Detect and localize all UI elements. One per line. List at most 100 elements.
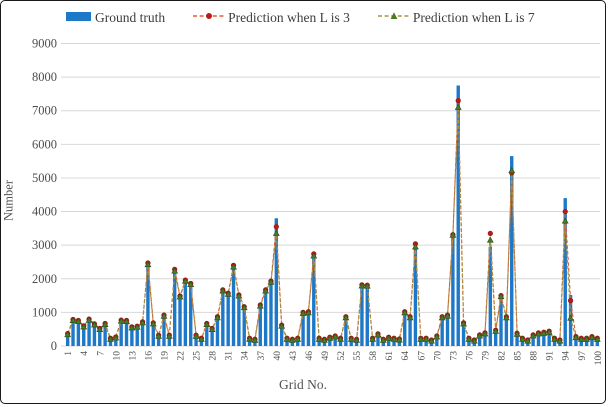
bar [338, 340, 343, 346]
bar [172, 272, 177, 346]
pred-l7-marker [176, 293, 184, 300]
pred-l7-marker [577, 335, 585, 342]
x-tick-label: 19 [160, 351, 170, 361]
bar [392, 340, 396, 346]
bar [333, 338, 337, 346]
bar [424, 340, 428, 346]
bar [493, 332, 498, 346]
pred-l7-marker [107, 335, 114, 342]
pred-l7-marker [149, 320, 157, 327]
bar [98, 330, 102, 346]
bar [408, 319, 412, 346]
pred-l7-marker [567, 314, 574, 321]
bar [558, 342, 562, 346]
bar [301, 314, 305, 346]
pred-l7-marker [251, 336, 259, 343]
pred-l7-marker [326, 334, 334, 341]
pred-l7-marker [208, 325, 216, 333]
pred-l7-marker [363, 282, 371, 289]
y-tick-label: 5000 [32, 171, 57, 185]
pred-l3-marker [562, 208, 568, 215]
x-tick-label: 70 [433, 351, 443, 361]
pred-l7-marker [144, 261, 152, 268]
pred-l7-marker [305, 309, 312, 316]
bar [279, 327, 284, 346]
pred-l7-marker [406, 314, 414, 321]
x-tick-label: 46 [305, 351, 315, 361]
pred-l7-marker [454, 103, 462, 110]
bar [317, 340, 321, 346]
bar [499, 297, 503, 346]
pred-l7-marker [283, 335, 291, 342]
bar [178, 298, 182, 346]
pred-l7-line [67, 107, 598, 342]
pred-l3-marker [567, 298, 574, 304]
pred-l7-marker [519, 335, 526, 342]
bar [162, 317, 166, 346]
pred-l7-marker [497, 292, 505, 300]
pred-l7-marker [556, 337, 564, 344]
dashed-line-triangle-icon [377, 10, 411, 26]
y-tick-label: 2000 [32, 272, 57, 286]
pred-l7-marker [294, 335, 302, 342]
y-tick-label: 1000 [32, 305, 57, 319]
bar [461, 325, 466, 346]
bar [103, 325, 107, 346]
x-tick-label: 10 [112, 351, 122, 361]
bar [124, 322, 129, 346]
pred-l7-marker [133, 323, 141, 330]
bar [435, 338, 439, 346]
pred-l7-marker [117, 317, 125, 324]
pred-l7-marker [593, 335, 601, 342]
pred-l7-marker [529, 332, 537, 339]
pred-l7-marker [101, 320, 109, 327]
x-tick-label: 13 [128, 351, 138, 361]
pred-l7-marker [583, 335, 591, 342]
pred-l7-marker [486, 236, 494, 243]
bar [285, 340, 289, 346]
legend-label-prediction-l7: Prediction when L is 7 [412, 10, 535, 25]
pred-l7-marker [192, 332, 200, 339]
legend-item-prediction-l7: Prediction when L is 7 [377, 10, 535, 26]
bar [226, 295, 230, 346]
pred-l7-marker [465, 335, 473, 342]
x-tick-label: 43 [289, 351, 299, 361]
pred-l7-marker [374, 331, 382, 338]
pred-l7-marker [524, 337, 532, 344]
legend-label-ground-truth: Ground truth [95, 10, 166, 25]
x-tick-label: 40 [273, 351, 283, 361]
pred-l7-marker [267, 278, 275, 285]
chart-legend: Ground truth Prediction when L is 3 Pred… [65, 10, 535, 26]
pred-l7-marker [331, 333, 339, 340]
x-tick-label: 52 [337, 351, 347, 361]
bar [531, 337, 535, 346]
pred-l7-marker [422, 335, 430, 342]
x-tick-label: 1 [64, 351, 74, 356]
bar [108, 340, 113, 346]
bar [563, 198, 567, 346]
pred-l7-marker [96, 325, 104, 333]
pred-l7-marker [278, 322, 286, 329]
bar [151, 325, 155, 346]
bar [365, 287, 369, 346]
legend-item-ground-truth: Ground truth [65, 10, 165, 26]
pred-l7-marker [299, 309, 307, 316]
y-tick-label: 9000 [32, 37, 57, 51]
pred-l7-marker [85, 316, 93, 323]
pred-l7-marker [256, 302, 264, 309]
bar [231, 268, 236, 346]
y-axis-title: Number [1, 180, 16, 221]
bar [87, 321, 91, 346]
x-tick-label: 34 [241, 351, 251, 361]
x-tick-label: 55 [353, 351, 363, 361]
pred-l7-marker [551, 335, 558, 342]
pred-l7-marker [214, 314, 221, 321]
pred-l7-marker [310, 252, 318, 259]
bar [472, 342, 476, 346]
pred-l7-marker [492, 327, 500, 334]
pred-l7-marker [428, 337, 435, 344]
bar [114, 339, 118, 346]
bar [595, 340, 600, 346]
bar [130, 329, 134, 346]
